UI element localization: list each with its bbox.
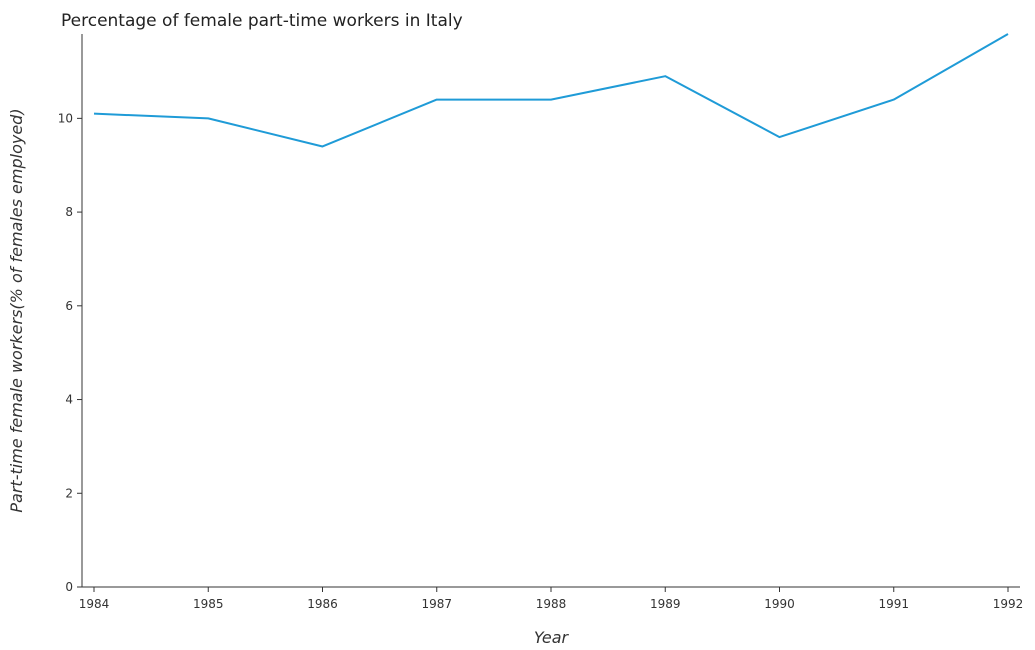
- y-axis-label: Part-time female workers(% of females em…: [7, 108, 26, 512]
- x-axis-ticks: 1984 1985 1986 1987 1988 1989 1990 1991 1992: [79, 587, 1024, 611]
- x-axis-label: Year: [534, 628, 570, 647]
- y-tick-label: 2: [65, 486, 73, 500]
- x-tick-label: 1991: [878, 597, 909, 611]
- x-tick-label: 1986: [307, 597, 338, 611]
- series-group: [93, 33, 1009, 148]
- x-tick-label: 1989: [650, 597, 681, 611]
- y-tick-label: 4: [65, 393, 73, 407]
- x-tick-label: 1984: [79, 597, 110, 611]
- x-tick-label: 1985: [193, 597, 224, 611]
- y-tick-label: 8: [65, 205, 73, 219]
- x-tick-label: 1987: [421, 597, 452, 611]
- y-tick-label: 0: [65, 580, 73, 594]
- x-tick-label: 1992: [993, 597, 1024, 611]
- chart-title: Percentage of female part-time workers i…: [61, 11, 463, 31]
- y-axis-ticks: 0 2 4 6 8 10: [58, 111, 82, 594]
- x-tick-label: 1990: [764, 597, 795, 611]
- y-tick-label: 10: [58, 111, 73, 125]
- x-tick-label: 1988: [536, 597, 567, 611]
- series-line: [93, 33, 1009, 148]
- y-tick-label: 6: [65, 299, 73, 313]
